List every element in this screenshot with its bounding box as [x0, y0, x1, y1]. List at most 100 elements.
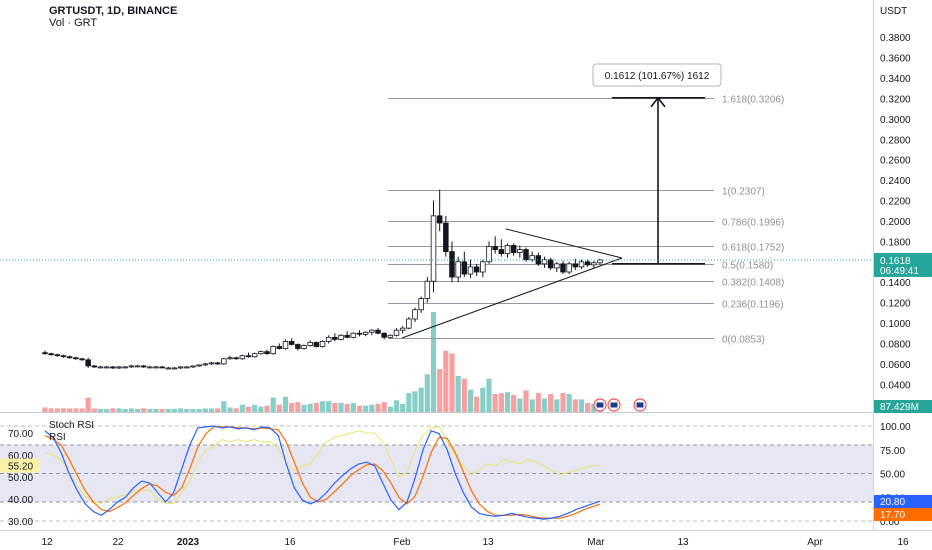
price-axis-tick: 0.2400	[880, 176, 911, 187]
candle-body	[227, 357, 233, 360]
current-price-badge	[874, 252, 932, 277]
volume-bar	[560, 393, 566, 412]
fib-level-label: 0.618(0.1752)	[722, 243, 784, 254]
candle-body	[73, 357, 79, 360]
candle-body	[251, 353, 258, 358]
volume-bar	[252, 404, 258, 412]
candle-body	[350, 332, 357, 338]
measure-label-box	[592, 63, 722, 87]
volume-bar	[363, 405, 369, 412]
volume-bar	[430, 312, 437, 412]
time-axis-tick: Mar	[587, 537, 605, 548]
volume-bar	[79, 408, 85, 412]
volume-bar	[128, 408, 134, 412]
candle-body	[313, 342, 320, 347]
fib-level-label: 0.236(0.1196)	[722, 300, 784, 311]
candle-body	[529, 255, 535, 261]
volume-bar	[338, 403, 344, 412]
candle-body	[560, 263, 566, 273]
stoch-axis-tick: 50.00	[880, 470, 905, 481]
stoch-d-line	[44, 426, 601, 519]
candle-body	[578, 261, 585, 268]
time-axis-tick: 2023	[177, 537, 200, 548]
volume-bar	[122, 409, 128, 412]
candle-body	[301, 345, 307, 349]
candle-body	[153, 366, 159, 369]
candle-body	[171, 367, 178, 370]
volume-bar	[504, 392, 511, 412]
candle-body	[91, 365, 98, 368]
candle-body	[554, 263, 560, 269]
volume-bar	[486, 378, 492, 412]
candle-body	[319, 341, 326, 347]
candle-body	[196, 364, 202, 367]
volume-bar	[406, 393, 412, 412]
stoch-k-line	[44, 425, 601, 520]
price-axis-tick: 0.3200	[880, 94, 911, 105]
candle-body	[362, 331, 369, 335]
candle-body	[282, 341, 289, 349]
volume-bar	[492, 394, 498, 412]
candle-body	[79, 358, 85, 361]
price-axis-unit: USDT	[880, 6, 907, 17]
candle-body	[486, 246, 492, 263]
stoch-axis-tick: 75.00	[880, 446, 905, 457]
candle-body	[449, 251, 455, 278]
candle-body	[177, 366, 184, 369]
candle-body	[547, 259, 554, 269]
volume-bar	[529, 399, 535, 412]
stoch-rsi-label: Stoch RSI	[49, 420, 95, 431]
fib-level-label: 0.5(0.1580)	[722, 261, 773, 272]
event-flag-icon	[596, 402, 604, 408]
stoch-k-badge	[874, 495, 932, 508]
volume-bar	[350, 403, 356, 412]
volume-bar	[85, 397, 91, 412]
volume-bar	[190, 409, 196, 412]
candle-body	[461, 261, 468, 275]
time-axis-tick: 16	[897, 537, 909, 548]
price-axis-tick: 0.2200	[880, 197, 911, 208]
candle-body	[504, 245, 511, 255]
candle-body	[430, 215, 437, 282]
candle-body	[517, 249, 523, 254]
volume-bar	[202, 408, 208, 412]
rsi-axis-tick: 70.00	[8, 429, 33, 440]
measure-arrow-head	[650, 96, 666, 108]
price-axis-tick: 0.3600	[880, 54, 911, 65]
volume-bar	[141, 408, 147, 412]
stoch-axis-tick: 0.00	[880, 517, 900, 528]
volume-bar	[369, 404, 375, 412]
candle-body	[134, 365, 141, 368]
candle-body	[584, 261, 591, 266]
volume-bar	[159, 409, 165, 412]
candle-body	[288, 341, 295, 345]
volume-bar	[295, 402, 301, 412]
price-axis-tick: 0.2000	[880, 217, 911, 228]
volume-bar	[326, 401, 332, 412]
candle-body	[48, 353, 54, 356]
candle-body	[54, 354, 61, 357]
volume-bar	[270, 397, 276, 412]
volume-bar	[566, 394, 572, 412]
rsi-label: RSI	[49, 432, 66, 443]
candle-body	[418, 298, 424, 311]
candle-body	[344, 334, 350, 338]
volume-bar	[387, 406, 393, 412]
volume-bar	[313, 403, 319, 412]
volume-bar	[332, 403, 338, 412]
candle-body	[110, 366, 116, 369]
candle-body	[128, 365, 135, 368]
volume-bar	[178, 408, 184, 412]
candle-body	[85, 359, 91, 367]
volume-bar	[171, 409, 178, 412]
candle-body	[591, 262, 597, 266]
volume-bar	[375, 403, 381, 412]
volume-bar	[455, 376, 461, 412]
candle-body	[498, 249, 505, 255]
candle-body	[375, 329, 381, 334]
volume-bar	[554, 399, 560, 412]
candle-body	[221, 358, 227, 365]
candle-body	[233, 357, 239, 360]
price-axis-tick: 0.0400	[880, 380, 911, 391]
